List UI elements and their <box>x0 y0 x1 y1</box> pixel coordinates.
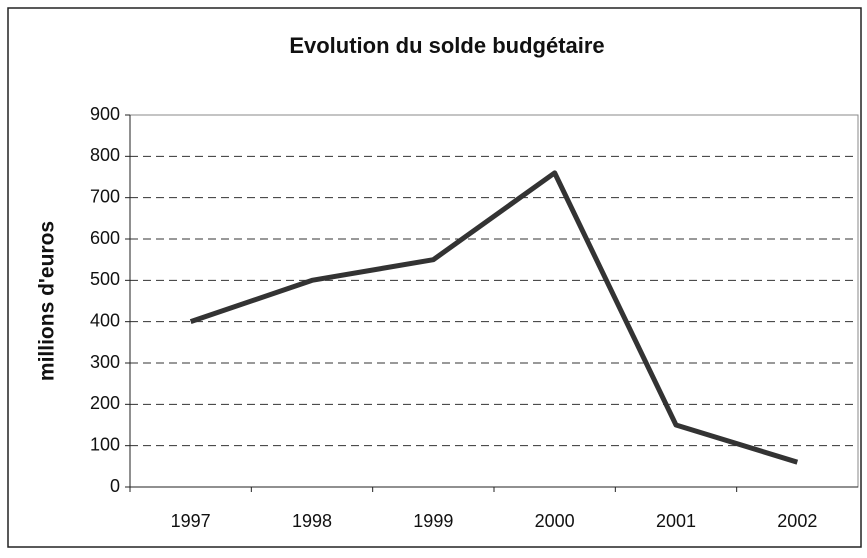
chart-title: Evolution du solde budgétaire <box>289 33 604 58</box>
x-tick-label: 1997 <box>171 511 211 531</box>
y-tick-label: 200 <box>90 393 120 413</box>
y-tick-label: 300 <box>90 352 120 372</box>
y-tick-label: 600 <box>90 228 120 248</box>
x-tick-label: 2002 <box>777 511 817 531</box>
plot-area <box>129 114 859 488</box>
x-tick-label: 1998 <box>292 511 332 531</box>
data-line <box>189 170 799 465</box>
y-tick-label: 700 <box>90 186 120 206</box>
x-tick-label: 1999 <box>413 511 453 531</box>
x-tick-label: 2001 <box>656 511 696 531</box>
y-tick-label: 800 <box>90 145 120 165</box>
x-tick-label: 2000 <box>535 511 575 531</box>
y-axis-label: millions d'euros <box>36 221 59 381</box>
y-tick-label: 900 <box>90 104 120 124</box>
y-tick-label: 0 <box>110 476 120 496</box>
y-tick-label: 400 <box>90 310 120 330</box>
y-tick-label: 500 <box>90 269 120 289</box>
y-tick-label: 100 <box>90 434 120 454</box>
